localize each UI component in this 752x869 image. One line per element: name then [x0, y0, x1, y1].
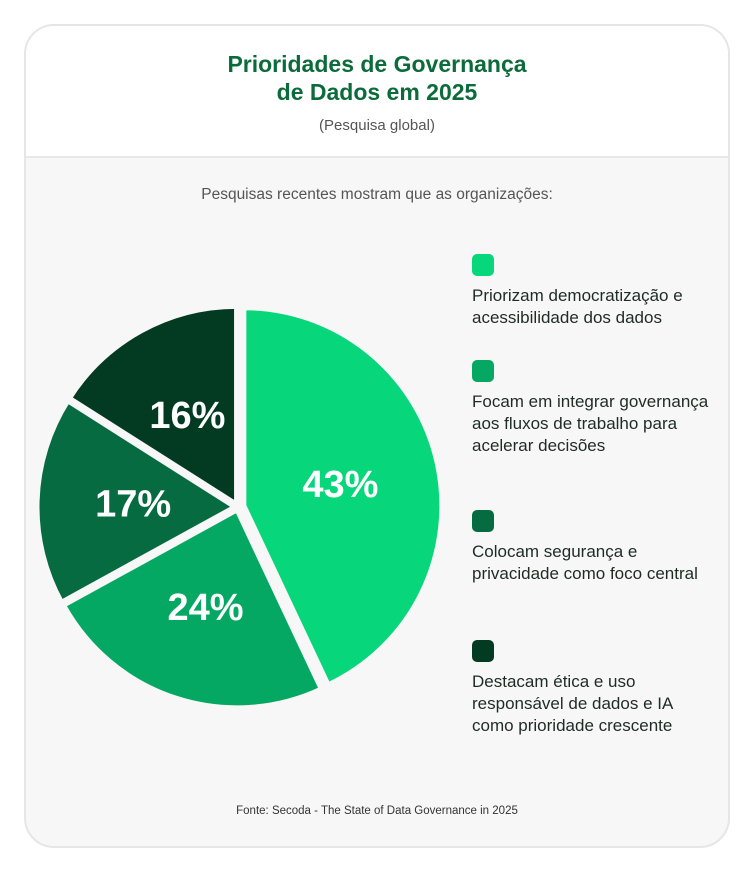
legend-item: Priorizam democratização e acessibilidad… [472, 254, 712, 329]
slice-label-3: 17% [95, 484, 171, 526]
slice-label-4: 16% [149, 395, 225, 437]
legend-swatch [472, 254, 494, 276]
legend-swatch [472, 360, 494, 382]
legend-label: Destacam ética e uso responsável de dado… [472, 672, 673, 735]
slice-label-2: 24% [168, 587, 244, 629]
title-line-1: Prioridades de Governança [227, 51, 527, 77]
legend-label: Priorizam democratização e acessibilidad… [472, 286, 683, 327]
legend-item: Colocam segurança e privacidade como foc… [472, 510, 712, 585]
title-line-2: de Dados em 2025 [276, 79, 478, 105]
legend-label: Colocam segurança e privacidade como foc… [472, 542, 698, 583]
pie-slice-2 [61, 507, 324, 711]
slice-label-1: 43% [302, 464, 378, 506]
pie-slice-3 [34, 398, 238, 605]
intro-text: Pesquisas recentes mostram que as organi… [201, 186, 553, 203]
pie-slice-4 [66, 303, 240, 507]
pie-slice-1 [241, 305, 445, 688]
legend-label: Focam em integrar governança aos fluxos … [472, 392, 709, 455]
legend-swatch [472, 510, 494, 532]
pie-chart: 43% 24% 17% 16% [34, 303, 445, 711]
source-note: Fonte: Secoda - The State of Data Govern… [236, 805, 518, 817]
subtitle: (Pesquisa global) [319, 117, 435, 134]
legend-item: Destacam ética e uso responsável de dado… [472, 640, 712, 737]
chart-title: Prioridades de Governança de Dados em 20… [26, 50, 728, 106]
infographic-card: Prioridades de Governança de Dados em 20… [24, 24, 730, 848]
header: Prioridades de Governança de Dados em 20… [26, 26, 728, 158]
legend-item: Focam em integrar governança aos fluxos … [472, 360, 712, 457]
legend-swatch [472, 640, 494, 662]
